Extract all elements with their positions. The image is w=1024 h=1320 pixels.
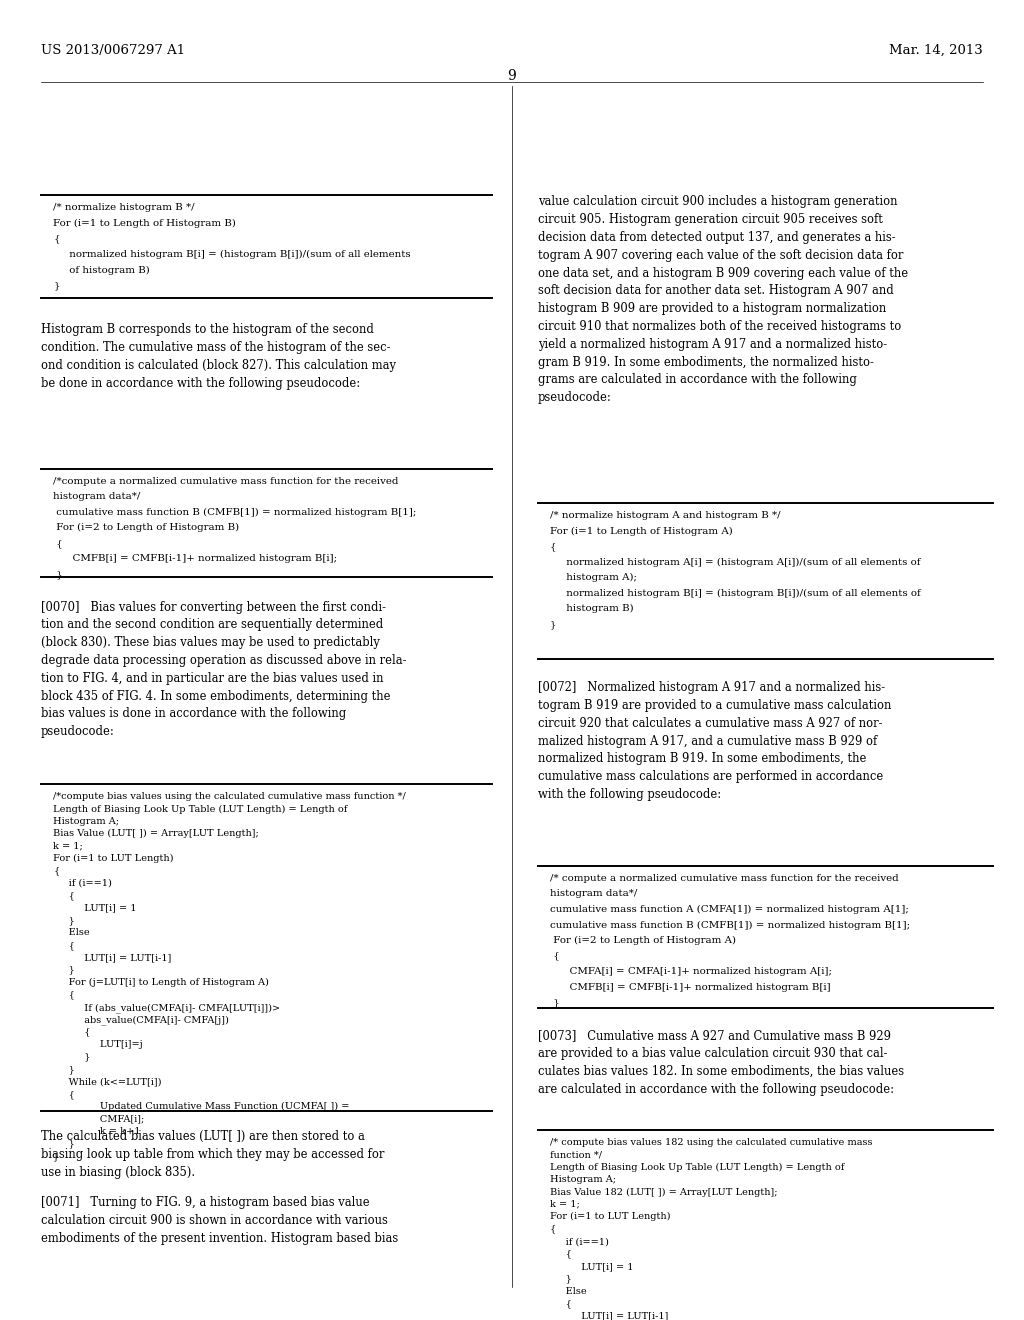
Text: function */: function */ <box>550 1150 602 1159</box>
Text: {: { <box>550 543 556 550</box>
Text: histogram B): histogram B) <box>550 605 634 614</box>
Text: Updated Cumulative Mass Function (UCMFA[ ]) =: Updated Cumulative Mass Function (UCMFA[… <box>53 1102 349 1111</box>
Text: {: { <box>53 539 63 548</box>
Text: For (i=1 to Length of Histogram B): For (i=1 to Length of Histogram B) <box>53 219 237 228</box>
Text: [0072]   Normalized histogram A 917 and a normalized his-
togram B 919 are provi: [0072] Normalized histogram A 917 and a … <box>538 681 891 801</box>
Text: }: } <box>53 281 59 290</box>
Text: LUT[i] = LUT[i-1]: LUT[i] = LUT[i-1] <box>550 1312 669 1320</box>
Text: CMFB[i] = CMFB[i-1]+ normalized histogram B[i]: CMFB[i] = CMFB[i-1]+ normalized histogra… <box>550 983 830 991</box>
Text: }: } <box>53 1052 91 1061</box>
Text: normalized histogram B[i] = (histogram B[i])/(sum of all elements: normalized histogram B[i] = (histogram B… <box>53 249 411 259</box>
Text: {: { <box>550 1299 571 1308</box>
Text: /*compute bias values using the calculated cumulative mass function */: /*compute bias values using the calculat… <box>53 792 406 801</box>
Text: }: } <box>53 1139 75 1148</box>
Text: Else: Else <box>53 928 90 937</box>
Text: Length of Biasing Look Up Table (LUT Length) = Length of: Length of Biasing Look Up Table (LUT Len… <box>550 1163 844 1172</box>
Text: histogram data*/: histogram data*/ <box>550 890 637 899</box>
Text: cumulative mass function B (CMFB[1]) = normalized histogram B[1];: cumulative mass function B (CMFB[1]) = n… <box>53 508 417 517</box>
Text: [0071]   Turning to FIG. 9, a histogram based bias value
calculation circuit 900: [0071] Turning to FIG. 9, a histogram ba… <box>41 1196 398 1245</box>
Text: [0070]   Bias values for converting between the first condi-
tion and the second: [0070] Bias values for converting betwee… <box>41 601 407 738</box>
Text: if (i==1): if (i==1) <box>53 879 112 888</box>
Text: }: } <box>550 998 560 1007</box>
Text: }: } <box>53 1152 59 1160</box>
Text: LUT[i] = 1: LUT[i] = 1 <box>550 1262 634 1271</box>
Text: cumulative mass function A (CMFA[1]) = normalized histogram A[1];: cumulative mass function A (CMFA[1]) = n… <box>550 906 908 915</box>
Text: If (abs_value(CMFA[i]- CMFA[LUT[i]])>: If (abs_value(CMFA[i]- CMFA[LUT[i]])> <box>53 1003 281 1012</box>
Text: histogram data*/: histogram data*/ <box>53 492 140 502</box>
Text: normalized histogram A[i] = (histogram A[i])/(sum of all elements of: normalized histogram A[i] = (histogram A… <box>550 557 921 566</box>
Text: value calculation circuit 900 includes a histogram generation
circuit 905. Histo: value calculation circuit 900 includes a… <box>538 195 907 404</box>
Text: US 2013/0067297 A1: US 2013/0067297 A1 <box>41 44 185 57</box>
Text: }: } <box>53 966 75 974</box>
Text: normalized histogram B[i] = (histogram B[i])/(sum of all elements of: normalized histogram B[i] = (histogram B… <box>550 589 921 598</box>
Text: {: { <box>550 952 560 961</box>
Text: Else: Else <box>550 1287 587 1296</box>
Text: }: } <box>550 620 556 628</box>
Text: Bias Value (LUT[ ]) = Array[LUT Length];: Bias Value (LUT[ ]) = Array[LUT Length]; <box>53 829 259 838</box>
Text: {: { <box>53 1028 91 1036</box>
Text: For (i=2 to Length of Histogram A): For (i=2 to Length of Histogram A) <box>550 936 736 945</box>
Text: LUT[i]=j: LUT[i]=j <box>53 1040 143 1049</box>
Text: of histogram B): of histogram B) <box>53 265 150 275</box>
Text: {: { <box>53 866 59 875</box>
Text: [0073]   Cumulative mass A 927 and Cumulative mass B 929
are provided to a bias : [0073] Cumulative mass A 927 and Cumulat… <box>538 1030 904 1096</box>
Text: /* compute a normalized cumulative mass function for the received: /* compute a normalized cumulative mass … <box>550 874 898 883</box>
Text: Histogram A;: Histogram A; <box>550 1175 615 1184</box>
Text: For (i=2 to Length of Histogram B): For (i=2 to Length of Histogram B) <box>53 523 240 532</box>
Text: histogram A);: histogram A); <box>550 573 637 582</box>
Text: }: } <box>53 1065 75 1074</box>
Text: For (i=1 to LUT Length): For (i=1 to LUT Length) <box>53 854 174 863</box>
Text: While (k<=LUT[i]): While (k<=LUT[i]) <box>53 1077 162 1086</box>
Text: LUT[i] = LUT[i-1]: LUT[i] = LUT[i-1] <box>53 953 172 962</box>
Text: {: { <box>53 235 59 243</box>
Text: Histogram A;: Histogram A; <box>53 817 119 826</box>
Text: }: } <box>550 1274 571 1283</box>
Text: k = 1;: k = 1; <box>53 842 83 850</box>
Text: For (i=1 to LUT Length): For (i=1 to LUT Length) <box>550 1212 671 1221</box>
Text: The calculated bias values (LUT[ ]) are then stored to a
biasing look up table f: The calculated bias values (LUT[ ]) are … <box>41 1130 384 1179</box>
Text: {: { <box>53 990 75 999</box>
Text: cumulative mass function B (CMFB[1]) = normalized histogram B[1];: cumulative mass function B (CMFB[1]) = n… <box>550 920 910 929</box>
Text: /*compute a normalized cumulative mass function for the received: /*compute a normalized cumulative mass f… <box>53 477 398 486</box>
Text: }: } <box>53 916 75 925</box>
Text: {: { <box>550 1225 556 1234</box>
Text: {: { <box>53 941 75 950</box>
Text: abs_value(CMFA[i]- CMFA[j]): abs_value(CMFA[i]- CMFA[j]) <box>53 1015 229 1026</box>
Text: 9: 9 <box>508 69 516 83</box>
Text: /* normalize histogram B */: /* normalize histogram B */ <box>53 203 195 213</box>
Text: CMFB[i] = CMFB[i-1]+ normalized histogram B[i];: CMFB[i] = CMFB[i-1]+ normalized histogra… <box>53 554 337 564</box>
Text: if (i==1): if (i==1) <box>550 1237 608 1246</box>
Text: {: { <box>53 1090 75 1098</box>
Text: }: } <box>53 570 63 579</box>
Text: Histogram B corresponds to the histogram of the second
condition. The cumulative: Histogram B corresponds to the histogram… <box>41 323 396 389</box>
Text: For (j=LUT[i] to Length of Histogram A): For (j=LUT[i] to Length of Histogram A) <box>53 978 269 987</box>
Text: k = k+1: k = k+1 <box>53 1127 140 1137</box>
Text: Bias Value 182 (LUT[ ]) = Array[LUT Length];: Bias Value 182 (LUT[ ]) = Array[LUT Leng… <box>550 1188 777 1197</box>
Text: {: { <box>550 1250 571 1258</box>
Text: /* compute bias values 182 using the calculated cumulative mass: /* compute bias values 182 using the cal… <box>550 1138 872 1147</box>
Text: For (i=1 to Length of Histogram A): For (i=1 to Length of Histogram A) <box>550 527 732 536</box>
Text: /* normalize histogram A and histogram B */: /* normalize histogram A and histogram B… <box>550 511 780 520</box>
Text: LUT[i] = 1: LUT[i] = 1 <box>53 904 137 912</box>
Text: Mar. 14, 2013: Mar. 14, 2013 <box>889 44 983 57</box>
Text: k = 1;: k = 1; <box>550 1200 580 1209</box>
Text: CMFA[i];: CMFA[i]; <box>53 1114 144 1123</box>
Text: CMFA[i] = CMFA[i-1]+ normalized histogram A[i];: CMFA[i] = CMFA[i-1]+ normalized histogra… <box>550 968 831 977</box>
Text: Length of Biasing Look Up Table (LUT Length) = Length of: Length of Biasing Look Up Table (LUT Len… <box>53 804 347 813</box>
Text: {: { <box>53 891 75 900</box>
